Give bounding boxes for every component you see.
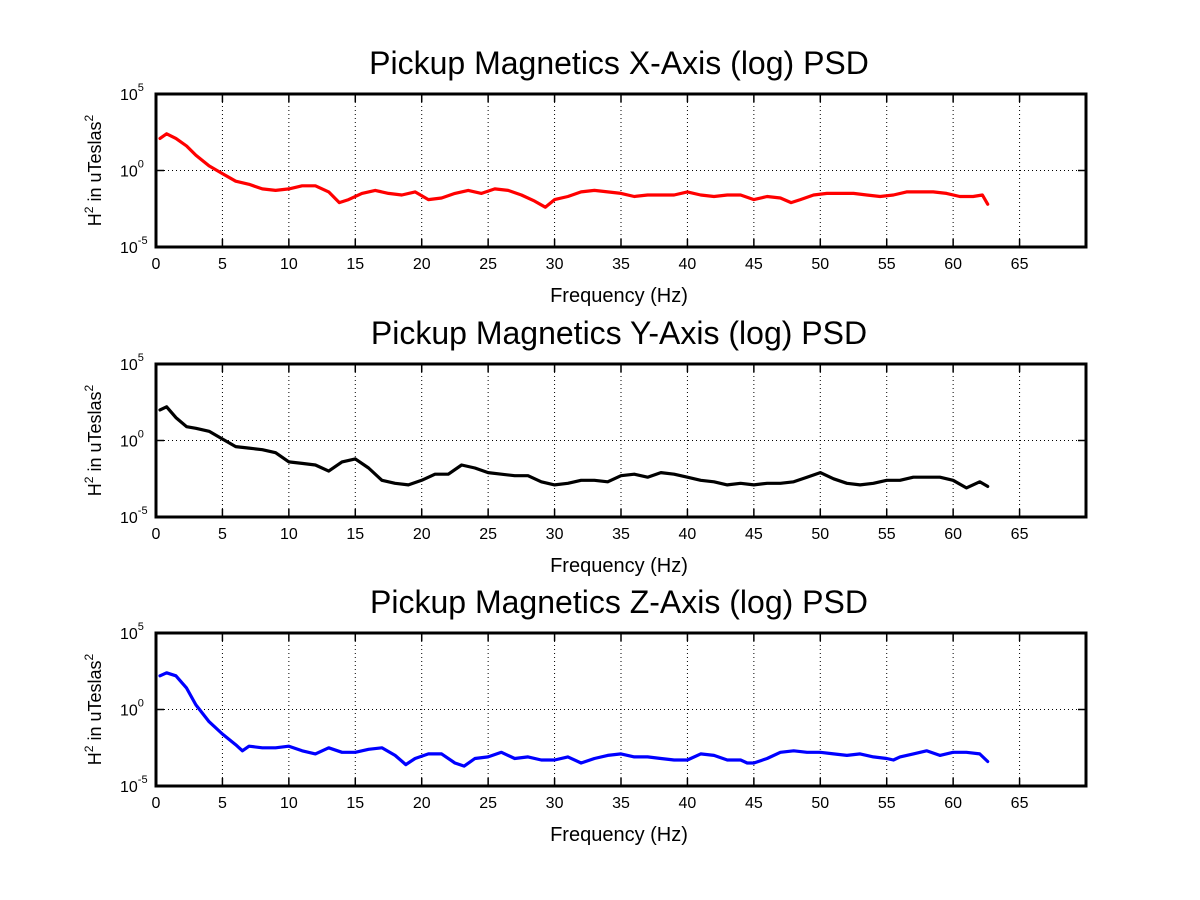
psd-series-line xyxy=(158,405,990,490)
x-tick-label: 0 xyxy=(152,795,161,812)
x-tick-label: 40 xyxy=(679,526,697,543)
x-tick-label: 60 xyxy=(944,795,962,812)
subplot-1: Pickup Magnetics X-Axis (log) PSD 0 5 10 15 2… xyxy=(82,45,1088,307)
y-axis-label: H2 in uTeslas2 xyxy=(82,653,105,765)
y-tick-label: 10-5 xyxy=(120,505,148,527)
x-tick-label: 0 xyxy=(152,526,161,543)
x-tick-label: 50 xyxy=(811,526,829,543)
x-tick-label: 65 xyxy=(1011,526,1029,543)
x-tick-label: 10 xyxy=(280,795,298,812)
x-tick-label: 30 xyxy=(546,526,564,543)
x-tick-label: 10 xyxy=(280,256,298,273)
x-tick-label: 65 xyxy=(1011,256,1029,273)
x-tick-label: 10 xyxy=(280,526,298,543)
x-tick-label: 55 xyxy=(878,526,896,543)
y-tick-label: 105 xyxy=(120,82,144,104)
x-tick-label: 50 xyxy=(811,256,829,273)
axes-frame xyxy=(154,92,1088,249)
x-tick-label: 35 xyxy=(612,256,630,273)
x-tick-label: 45 xyxy=(745,795,763,812)
subplot-3: Pickup Magnetics Z-Axis (log) PSD 0 5 10 15 2… xyxy=(82,584,1088,846)
x-tick-label: 50 xyxy=(811,795,829,812)
x-tick-label: 30 xyxy=(546,795,564,812)
x-tick-label: 20 xyxy=(413,795,431,812)
x-tick-label: 5 xyxy=(218,795,227,812)
subplot-title: Pickup Magnetics X-Axis (log) PSD xyxy=(369,45,869,81)
x-tick-label: 65 xyxy=(1011,795,1029,812)
y-axis-label: H2 in uTeslas2 xyxy=(82,384,105,496)
y-tick-label: 100 xyxy=(120,429,144,451)
y-tick-label: 100 xyxy=(120,159,144,181)
x-tick-label: 55 xyxy=(878,256,896,273)
subplot-title: Pickup Magnetics Z-Axis (log) PSD xyxy=(370,584,868,620)
x-tick-label: 25 xyxy=(479,526,497,543)
y-axis-label: H2 in uTeslas2 xyxy=(82,114,105,226)
x-tick-label: 30 xyxy=(546,256,564,273)
y-tick-label: 105 xyxy=(120,352,144,374)
x-tick-label: 45 xyxy=(745,526,763,543)
x-axis-label: Frequency (Hz) xyxy=(550,824,688,846)
x-tick-label: 20 xyxy=(413,256,431,273)
x-tick-label: 40 xyxy=(679,256,697,273)
x-axis-label: Frequency (Hz) xyxy=(550,555,688,577)
x-tick-label: 20 xyxy=(413,526,431,543)
y-tick-label: 100 xyxy=(120,698,144,720)
y-tick-label: 10-5 xyxy=(120,774,148,796)
x-tick-label: 5 xyxy=(218,526,227,543)
subplot-title: Pickup Magnetics Y-Axis (log) PSD xyxy=(371,315,867,351)
x-tick-label: 60 xyxy=(944,256,962,273)
x-tick-label: 15 xyxy=(346,526,364,543)
axes-frame xyxy=(154,631,1088,788)
x-tick-label: 5 xyxy=(218,256,227,273)
x-tick-label: 25 xyxy=(479,256,497,273)
x-tick-label: 25 xyxy=(479,795,497,812)
psd-series-line xyxy=(158,671,990,768)
psd-series-line xyxy=(158,132,990,209)
axes-frame xyxy=(154,362,1088,519)
x-tick-label: 15 xyxy=(346,795,364,812)
x-tick-label: 60 xyxy=(944,526,962,543)
y-tick-label: 105 xyxy=(120,621,144,643)
x-tick-label: 0 xyxy=(152,256,161,273)
x-tick-label: 40 xyxy=(679,795,697,812)
x-tick-label: 15 xyxy=(346,256,364,273)
subplot-2: Pickup Magnetics Y-Axis (log) PSD 0 5 10 15 2… xyxy=(82,315,1088,577)
x-tick-label: 35 xyxy=(612,795,630,812)
x-axis-label: Frequency (Hz) xyxy=(550,285,688,307)
x-tick-label: 55 xyxy=(878,795,896,812)
x-tick-label: 35 xyxy=(612,526,630,543)
y-tick-label: 10-5 xyxy=(120,235,148,257)
x-tick-label: 45 xyxy=(745,256,763,273)
